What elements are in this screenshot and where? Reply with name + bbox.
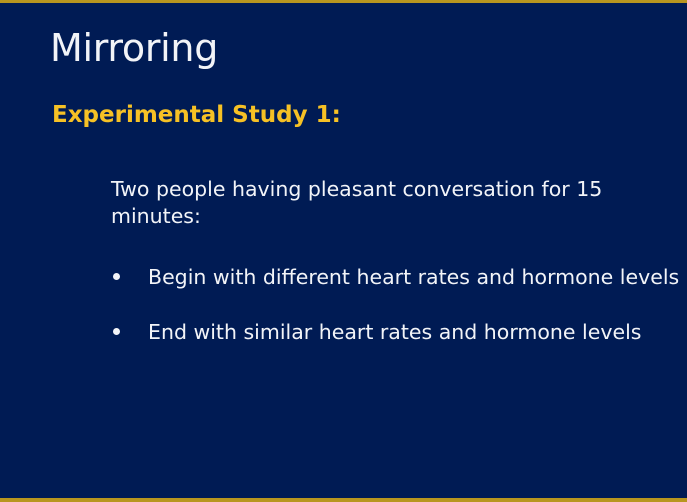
slide-subtitle: Experimental Study 1:: [52, 102, 341, 128]
slide-body-text: Two people having pleasant conversation …: [111, 177, 603, 228]
bullet-text: Begin with different heart rates and hor…: [148, 265, 680, 289]
bullet-icon: [113, 328, 120, 335]
bullet-text: End with similar heart rates and hormone…: [148, 320, 642, 344]
bullet-icon: [113, 273, 120, 280]
slide-title: Mirroring: [50, 26, 219, 70]
